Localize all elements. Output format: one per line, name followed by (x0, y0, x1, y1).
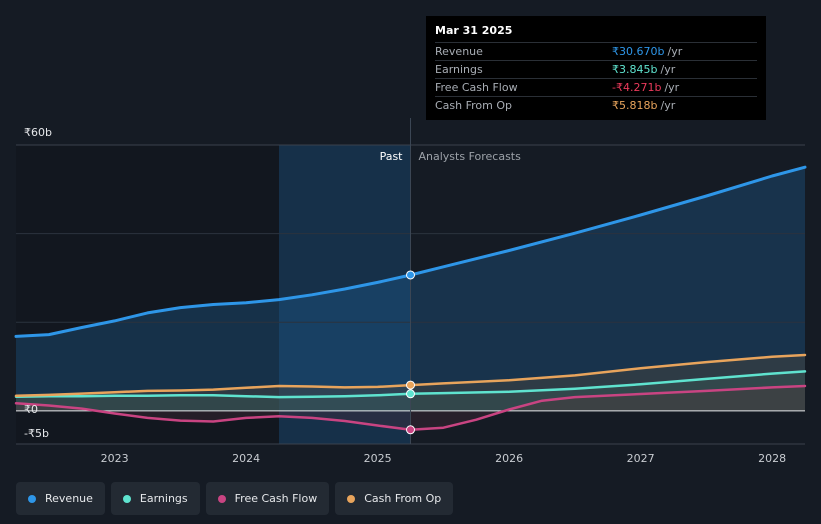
legend-label: Earnings (139, 492, 188, 505)
tooltip-value: ₹3.845b (612, 63, 658, 76)
area-cash-from-op (16, 355, 805, 411)
x-tick-label: 2026 (495, 452, 523, 465)
legend-item-free-cash-flow[interactable]: Free Cash Flow (205, 482, 330, 515)
earnings-dot-icon (122, 494, 131, 503)
tooltip-label: Free Cash Flow (435, 81, 518, 94)
line-revenue (14, 165, 807, 338)
legend: Revenue Earnings Free Cash Flow Cash Fro… (16, 482, 454, 515)
line-cash-from-op (14, 353, 807, 398)
tooltip-label: Earnings (435, 63, 483, 76)
tooltip-unit: /yr (660, 63, 676, 76)
tooltip-date: Mar 31 2025 (435, 24, 513, 37)
line-earnings (14, 370, 807, 399)
tooltip-row-earnings: Earnings ₹3.845b /yr (435, 60, 757, 78)
y-tick-label-top: ₹60b (24, 126, 52, 139)
x-tick-label: 2028 (758, 452, 786, 465)
tooltip-value: -₹4.271b (612, 81, 662, 94)
legend-item-revenue[interactable]: Revenue (16, 482, 105, 515)
x-tick-label: 2024 (232, 452, 260, 465)
x-tick-label: 2027 (627, 452, 655, 465)
tooltip-unit: /yr (664, 81, 680, 94)
marker-free-cash-flow (406, 425, 415, 435)
highlight-markers (406, 270, 415, 435)
past-label: Past (380, 150, 404, 163)
legend-label: Revenue (45, 492, 93, 505)
tooltip-row-revenue: Revenue ₹30.670b /yr (435, 42, 757, 60)
marker-revenue (406, 270, 415, 280)
forecast-label: Analysts Forecasts (419, 150, 522, 163)
line-free-cash-flow (14, 384, 807, 432)
legend-label: Free Cash Flow (234, 492, 318, 505)
legend-label: Cash From Op (364, 492, 442, 505)
cash-from-op-dot-icon (347, 494, 356, 503)
legend-item-earnings[interactable]: Earnings (110, 482, 200, 515)
marker-earnings (406, 389, 415, 399)
series-lines (14, 165, 807, 432)
tooltip-value: ₹30.670b (612, 45, 665, 58)
area-free-cash-flow (16, 386, 805, 430)
revenue-dot-icon (28, 494, 36, 503)
marker-cash-from-op (406, 380, 415, 390)
y-tick-label-zero: ₹0 (24, 403, 38, 416)
x-axis-labels: 2023 2024 2025 2026 2027 2028 (101, 452, 787, 465)
tooltip-row-cash-from-op: Cash From Op ₹5.818b /yr (435, 96, 757, 114)
tooltip-label: Cash From Op (435, 99, 513, 112)
tooltip: Mar 31 2025 Revenue ₹30.670b /yr Earning… (426, 16, 766, 120)
free-cash-flow-dot-icon (217, 494, 226, 503)
tooltip-row-free-cash-flow: Free Cash Flow -₹4.271b /yr (435, 78, 757, 96)
x-tick-label: 2023 (101, 452, 129, 465)
tooltip-unit: /yr (667, 45, 683, 58)
x-tick-label: 2025 (364, 452, 392, 465)
y-tick-label-bottom: -₹5b (24, 427, 49, 440)
tooltip-label: Revenue (435, 45, 483, 58)
legend-item-cash-from-op[interactable]: Cash From Op (335, 482, 454, 515)
tooltip-value: ₹5.818b (612, 99, 658, 112)
tooltip-unit: /yr (660, 99, 676, 112)
area-earnings (16, 371, 805, 411)
